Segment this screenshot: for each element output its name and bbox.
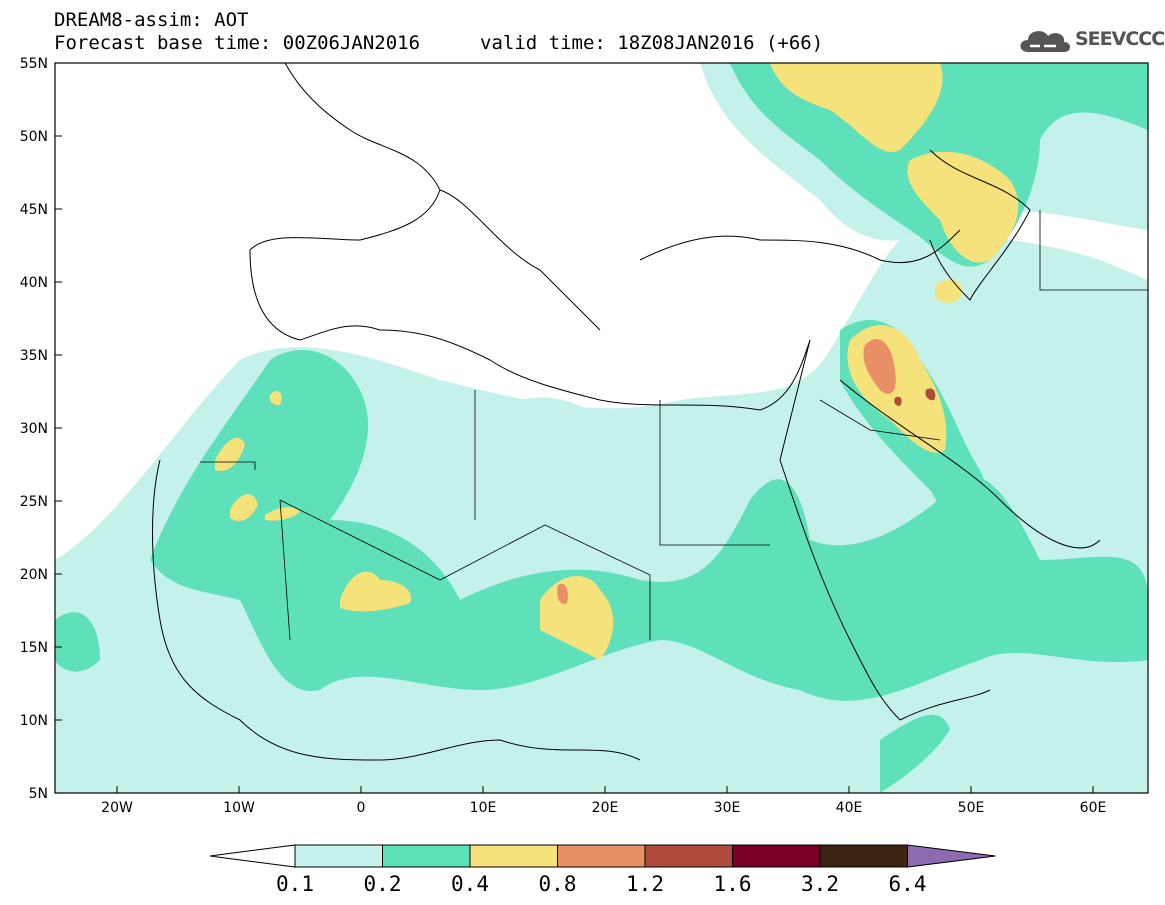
logo-text: SEEVCCC: [1075, 28, 1165, 50]
map-title: DREAM8-assim: AOT: [54, 9, 249, 31]
lon-tick-label: 0: [357, 800, 366, 816]
cloud-logo-icon: [1020, 31, 1070, 52]
colorbar-label: 0.2: [363, 872, 402, 896]
valid-time: valid time: 18Z08JAN2016 (+66): [480, 32, 824, 54]
colorbar-label: 3.2: [801, 872, 839, 896]
aot-level-1.2: [894, 388, 936, 406]
colorbar-label: 1.2: [626, 872, 664, 896]
borders: [200, 210, 1148, 641]
aot-level-0.8: [557, 339, 896, 605]
lon-tick-label: 20W: [101, 800, 133, 816]
colorbar-label: 0.1: [276, 872, 314, 896]
colorbar-label: 6.4: [888, 872, 927, 896]
lon-tick-label: 10W: [223, 800, 255, 816]
lon-tick-label: 10E: [470, 800, 497, 816]
lat-tick-label: 10N: [20, 713, 48, 729]
lon-tick-label: 50E: [958, 800, 985, 816]
lat-tick-label: 45N: [20, 202, 48, 218]
lon-tick-label: 40E: [836, 800, 863, 816]
lat-tick-label: 20N: [20, 567, 48, 583]
longitude-axis: 20W 10W 0 10E 20E 30E 40E 50E 60E: [101, 786, 1106, 816]
colorbar-label: 0.8: [538, 872, 577, 896]
lon-tick-label: 60E: [1080, 800, 1107, 816]
lon-tick-label: 30E: [714, 800, 741, 816]
lat-tick-label: 40N: [20, 275, 48, 291]
latitude-axis: 55N 50N 45N 40N 35N 30N 25N 20N 15N 10N 5N: [20, 56, 62, 802]
lat-tick-label: 55N: [20, 56, 48, 72]
lat-tick-label: 35N: [20, 348, 48, 364]
lat-tick-label: 50N: [20, 129, 48, 145]
forecast-base-time: Forecast base time: 00Z06JAN2016: [54, 32, 421, 54]
lat-tick-label: 30N: [20, 421, 48, 437]
lat-tick-label: 5N: [29, 786, 48, 802]
lat-tick-label: 25N: [20, 494, 48, 510]
coastlines: [152, 63, 1101, 761]
colorbar-label: 1.6: [713, 872, 752, 896]
lat-tick-label: 15N: [20, 640, 48, 656]
lon-tick-label: 20E: [592, 800, 619, 816]
colorbar-label: 0.4: [451, 872, 489, 896]
